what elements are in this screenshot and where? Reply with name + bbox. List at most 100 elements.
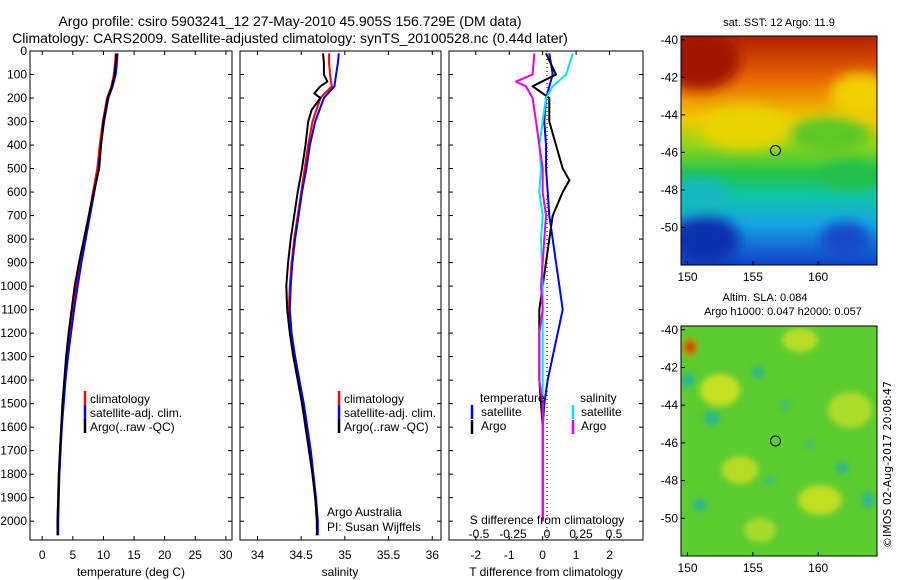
- sst-map-title: sat. SST: 12 Argo: 11.9: [723, 17, 835, 29]
- series-line-argo-raw-qc-: [285, 53, 329, 536]
- depth-tick-label: 1600: [0, 420, 27, 434]
- lat-tick-label: -44: [661, 108, 679, 122]
- depth-ticks: 0 100 200 300 400 500 600 700 800 900 1000 1100 1200…: [0, 44, 232, 528]
- legend-label-argo: Argo(..raw -QC): [90, 420, 175, 434]
- depth-tick-label: 300: [7, 115, 27, 129]
- legend-label-sal-satellite: satellite: [581, 405, 622, 419]
- s-difference-label: S difference from climatology: [470, 513, 625, 527]
- t-difference-label: T difference from climatology: [469, 565, 623, 579]
- legend-label-climatology: climatology: [344, 392, 404, 406]
- lat-tick-label: -50: [661, 220, 679, 234]
- sla-map-title-line2: Argo h1000: 0.047 h2000: 0.057: [704, 306, 862, 318]
- lat-tick-label: -48: [661, 474, 679, 488]
- lat-tick-label: -40: [661, 323, 679, 337]
- difference-depth-ticks: [449, 50, 643, 522]
- depth-tick-label: 1800: [0, 467, 27, 481]
- sla-map-frame: [680, 325, 878, 557]
- depth-tick-label: 700: [7, 209, 27, 223]
- depth-tick-label: 2000: [0, 514, 27, 528]
- lon-tick-label: 160: [808, 270, 828, 284]
- s-tick-label: -0.5: [469, 527, 490, 541]
- legend-label-sal-argo: Argo: [581, 419, 607, 433]
- series-line-salinity-argo: [514, 53, 547, 522]
- x-tick-label: 1: [573, 548, 580, 562]
- sst-map: sat. SST: 12 Argo: 11.9 -40-42-44-46-48-…: [661, 17, 878, 284]
- x-tick-label: 20: [158, 548, 172, 562]
- lat-tick-label: -40: [661, 33, 679, 47]
- legend-label-satellite: satellite-adj. clim.: [344, 406, 436, 420]
- lat-tick-label: -46: [661, 145, 679, 159]
- temperature-legend: climatology satellite-adj. clim. Argo(..…: [83, 391, 182, 434]
- x-tick-label: 10: [97, 548, 111, 562]
- x-tick-label: 25: [189, 548, 203, 562]
- lon-tick-label: 155: [743, 270, 763, 284]
- difference-legend: temperature satellite Argo salinity sate…: [470, 391, 622, 434]
- lat-tick-label: -42: [661, 360, 679, 374]
- depth-tick-label: 1200: [0, 326, 27, 340]
- series-line-argo-raw-qc-: [56, 53, 118, 536]
- depth-tick-label: 1400: [0, 373, 27, 387]
- legend-label-climatology: climatology: [90, 392, 150, 406]
- legend-label-temp-satellite: satellite: [481, 405, 522, 419]
- difference-x-ticks: -2 -1 0 1 2: [470, 51, 613, 562]
- temperature-series: [56, 53, 119, 536]
- legend-label-satellite: satellite-adj. clim.: [90, 406, 182, 420]
- sla-map: Altim. SLA: 0.084 Argo h1000: 0.047 h200…: [661, 292, 878, 575]
- salinity-axes: [239, 50, 442, 541]
- argo-location-marker: [769, 435, 781, 447]
- x-tick-label: 34: [251, 548, 265, 562]
- argo-location-marker: [769, 145, 781, 156]
- depth-tick-label: 0: [20, 44, 27, 58]
- lon-tick-label: 155: [743, 561, 763, 575]
- x-tick-label: 2: [606, 548, 613, 562]
- x-tick-label: 5: [70, 548, 77, 562]
- lon-tick-label: 150: [678, 270, 698, 284]
- depth-tick-label: 600: [7, 185, 27, 199]
- legend-heading-temperature: temperature: [480, 391, 545, 405]
- depth-tick-label: 1000: [0, 279, 27, 293]
- s-tick-label: 0.25: [569, 527, 593, 541]
- temperature-x-label: temperature (deg C): [77, 565, 185, 579]
- temperature-panel: 0100200300400500600700800900100011001200…: [0, 44, 233, 579]
- salinity-legend: climatology satellite-adj. clim. Argo(..…: [337, 391, 436, 434]
- imos-credit: ©IMOS 02-Aug-2017 20:08:47: [881, 381, 894, 548]
- depth-tick-label: 800: [7, 232, 27, 246]
- sla-field-base: [681, 326, 877, 556]
- depth-tick-label: 1900: [0, 491, 27, 505]
- depth-tick-label: 1700: [0, 444, 27, 458]
- sst-lon-ticks: 150 155 160: [678, 261, 829, 284]
- salinity-panel: 34 34.5 35 35.5 36 climatology satellite-adj…: [239, 50, 442, 579]
- salinity-x-label: salinity: [322, 565, 359, 579]
- x-tick-label: 15: [127, 548, 141, 562]
- s-tick-label: 0: [544, 527, 551, 541]
- x-tick-label: 35: [338, 548, 352, 562]
- lat-tick-label: -44: [661, 398, 679, 412]
- x-tick-label: 35.5: [377, 548, 401, 562]
- salinity-depth-ticks: [240, 50, 441, 522]
- difference-series: [514, 52, 574, 522]
- sla-map-title-line1: Altim. SLA: 0.084: [723, 292, 808, 304]
- figure-title-line2: Climatology: CARS2009. Satellite-adjuste…: [12, 30, 568, 46]
- depth-tick-label: 1500: [0, 397, 27, 411]
- depth-tick-label: 200: [7, 91, 27, 105]
- series-line-satellite-adj-clim-: [288, 53, 340, 536]
- x-tick-label: 0: [39, 548, 46, 562]
- s-tick-label: 0.5: [606, 527, 623, 541]
- legend-heading-salinity: salinity: [580, 391, 617, 405]
- lat-tick-label: -46: [661, 436, 679, 450]
- difference-panel: -2 -1 0 1 2 temperature satellite Argo salin…: [448, 50, 644, 579]
- depth-tick-label: 900: [7, 256, 27, 270]
- x-tick-label: -1: [504, 548, 515, 562]
- lon-tick-label: 150: [678, 561, 698, 575]
- salinity-series: [285, 53, 340, 536]
- temperature-x-ticks: 0 5 10 15 20 25 30: [39, 51, 233, 562]
- depth-tick-label: 500: [7, 162, 27, 176]
- sla-lon-ticks: 150 155 160: [678, 552, 829, 575]
- x-tick-label: 30: [219, 548, 233, 562]
- lat-tick-label: -48: [661, 183, 679, 197]
- difference-axes: [448, 50, 644, 541]
- sst-field: [681, 36, 877, 265]
- pi-label: PI: Susan Wijffels: [327, 520, 421, 534]
- x-tick-label: 34.5: [289, 548, 313, 562]
